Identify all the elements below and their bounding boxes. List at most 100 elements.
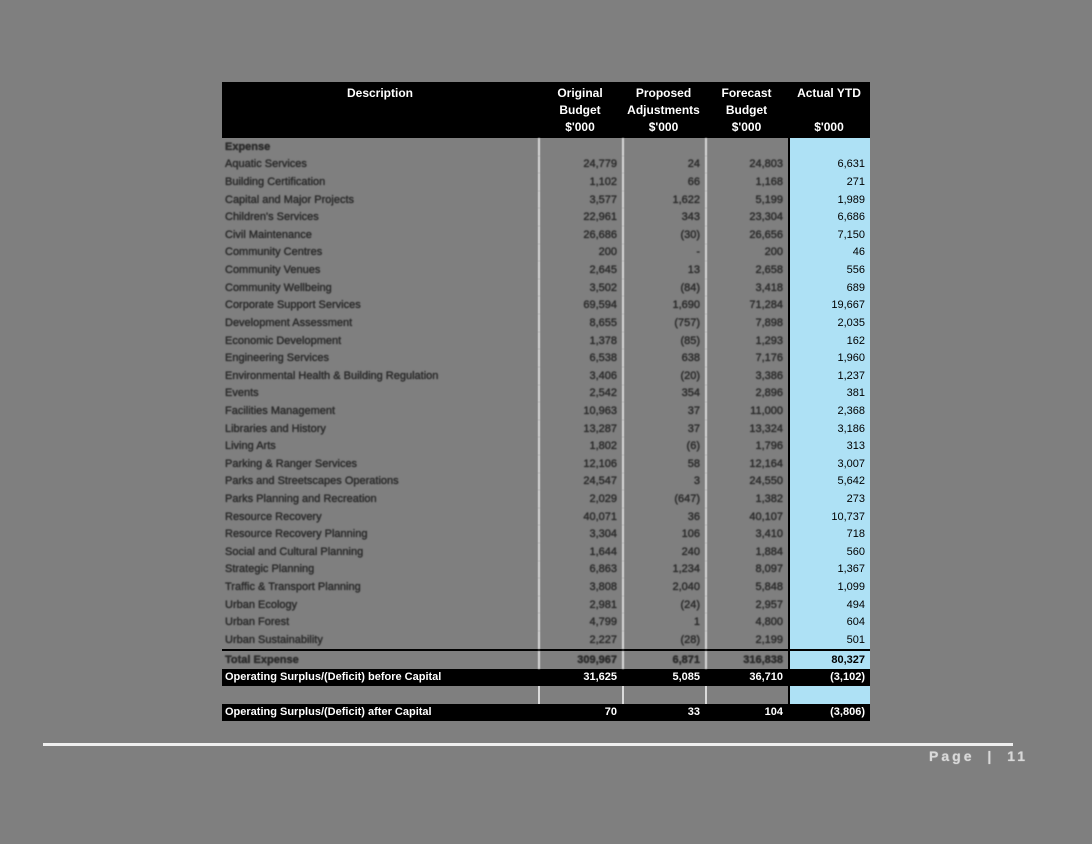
forecast-budget-cell: 36,710: [749, 671, 783, 684]
forecast-budget-cell: 2,658: [705, 261, 788, 279]
forecast-budget-cell: 8,097: [705, 560, 788, 579]
proposed-adjustments-cell: 13: [622, 261, 705, 279]
column-header-actual-ytd: Actual YTD $'000: [788, 82, 870, 138]
original-budget-cell: 309,967: [538, 650, 622, 669]
actual-ytd-cell: 3,007: [788, 454, 870, 473]
table-row: Urban Ecology 2,981 (24) 2,957 494: [222, 595, 870, 614]
description-cell: Community Centres: [225, 246, 323, 259]
forecast-budget-cell: 5,848: [705, 578, 788, 596]
forecast-budget-cell: 40,107: [705, 507, 788, 526]
original-budget-cell: 200: [538, 243, 622, 262]
column-header-unit: $'000: [731, 120, 762, 134]
forecast-budget-cell: 11,000: [705, 402, 788, 420]
description-cell: Parks Planning and Recreation: [225, 492, 377, 505]
original-budget-cell: [538, 138, 622, 156]
description-cell: Aquatic Services: [225, 158, 307, 171]
table-header-row: Description Original Budget $'000 Propos…: [222, 82, 870, 138]
description-cell: Corporate Support Services: [225, 299, 361, 312]
table-row: Community Centres 200-200 46: [222, 243, 870, 262]
forecast-budget-cell: 3,410: [705, 525, 788, 544]
actual-ytd-cell: 80,327: [788, 650, 870, 669]
forecast-budget-cell: 316,838: [705, 650, 788, 669]
actual-ytd-cell: 1,989: [788, 190, 870, 209]
proposed-adjustments-cell: 2,040: [622, 578, 705, 596]
proposed-adjustments-cell: (20): [622, 366, 705, 385]
proposed-adjustments-cell: [622, 685, 705, 704]
table-row: Community Wellbeing 3,502 (84) 3,418 689: [222, 278, 870, 297]
column-header-forecast-budget: Forecast Budget $'000: [705, 82, 788, 138]
actual-ytd-cell: 556: [788, 261, 870, 279]
table-row: Parks and Streetscapes Operations 24,547 3…: [222, 472, 870, 491]
table-row: Resource Recovery Planning 3,304 106 3,410 7…: [222, 525, 870, 544]
actual-ytd-cell: 7,150: [788, 226, 870, 244]
column-header-label2: Budget: [725, 103, 768, 117]
table-row: Facilities Management 10,963 37 11,000 2,368: [222, 402, 870, 420]
original-budget-cell: 70: [604, 706, 617, 719]
forecast-budget-cell: 13,324: [705, 419, 788, 438]
proposed-adjustments-cell: 33: [687, 706, 700, 719]
table-row: Social and Cultural Planning 1,644 240 1,88…: [222, 543, 870, 561]
description-cell: Living Arts: [225, 440, 276, 453]
table-row: Community Venues 2,645 13 2,658 556: [222, 261, 870, 279]
actual-ytd-cell: 718: [788, 525, 870, 544]
actual-ytd-cell: [788, 138, 870, 156]
actual-ytd-cell: 2,368: [788, 402, 870, 420]
description-cell: Total Expense: [225, 653, 299, 666]
actual-ytd-cell: 1,960: [788, 349, 870, 367]
description-cell: Parking & Ranger Services: [225, 457, 358, 470]
proposed-adjustments-cell: -: [622, 243, 705, 262]
forecast-budget-cell: 2,199: [705, 631, 788, 649]
actual-ytd-cell: 501: [788, 631, 870, 649]
actual-ytd-cell: 46: [788, 243, 870, 262]
proposed-adjustments-cell: 36: [622, 507, 705, 526]
footer-divider: [43, 743, 1013, 746]
original-budget-cell: 8,655: [538, 314, 622, 332]
actual-ytd-cell: 1,099: [788, 578, 870, 596]
proposed-adjustments-cell: 343: [622, 208, 705, 227]
actual-ytd-cell: 6,686: [788, 208, 870, 227]
proposed-adjustments-cell: 1,622: [622, 190, 705, 209]
table-row: Parking & Ranger Services 12,106 58 12,164 3…: [222, 454, 870, 473]
column-header-label: Forecast: [721, 86, 772, 100]
table-row: Strategic Planning 6,863 1,234 8,097 1,367: [222, 560, 870, 579]
proposed-adjustments-cell: 24: [622, 155, 705, 174]
forecast-budget-cell: [705, 138, 788, 156]
forecast-budget-cell: 1,884: [705, 543, 788, 561]
forecast-budget-cell: 7,176: [705, 349, 788, 367]
original-budget-cell: 22,961: [538, 208, 622, 227]
proposed-adjustments-cell: 354: [622, 384, 705, 403]
proposed-adjustments-cell: (28): [622, 631, 705, 649]
original-budget-cell: 31,625: [583, 671, 617, 684]
column-header-label: Proposed: [635, 86, 692, 100]
table-row: Total Expense 309,967 6,871 316,838 80,327: [222, 648, 870, 669]
column-header-description: Description: [222, 82, 538, 138]
description-cell: Operating Surplus/(Deficit) after Capita…: [225, 706, 432, 719]
table-row: Operating Surplus/(Deficit) before Capit…: [222, 668, 870, 686]
actual-ytd-cell: [788, 685, 870, 704]
actual-ytd-cell: 2,035: [788, 314, 870, 332]
original-budget-cell: 4,799: [538, 613, 622, 632]
forecast-budget-cell: 4,800: [705, 613, 788, 632]
proposed-adjustments-cell: 58: [622, 454, 705, 473]
description-cell: Urban Forest: [225, 616, 290, 629]
actual-ytd-cell: 560: [788, 543, 870, 561]
table-row: Operating Surplus/(Deficit) after Capita…: [222, 703, 870, 721]
original-budget-cell: 69,594: [538, 296, 622, 315]
table-row: Resource Recovery 40,071 36 40,107 10,737: [222, 507, 870, 526]
forecast-budget-cell: 1,168: [705, 173, 788, 191]
description-cell: Social and Cultural Planning: [225, 545, 364, 558]
column-header-label: Description: [346, 86, 413, 100]
original-budget-cell: 2,029: [538, 490, 622, 508]
original-budget-cell: 1,644: [538, 543, 622, 561]
table-row: Aquatic Services 24,779 24 24,803 6,631: [222, 155, 870, 174]
proposed-adjustments-cell: 1: [622, 613, 705, 632]
actual-ytd-cell: 162: [788, 331, 870, 350]
page-number-label: Page | 11: [929, 748, 1028, 764]
actual-ytd-cell: 689: [788, 278, 870, 297]
forecast-budget-cell: 5,199: [705, 190, 788, 209]
column-header-proposed-adjustments: Proposed Adjustments $'000: [622, 82, 705, 138]
description-cell: Expense: [225, 140, 271, 153]
forecast-budget-cell: 12,164: [705, 454, 788, 473]
table-row: Libraries and History 13,287 37 13,324 3,186: [222, 419, 870, 438]
